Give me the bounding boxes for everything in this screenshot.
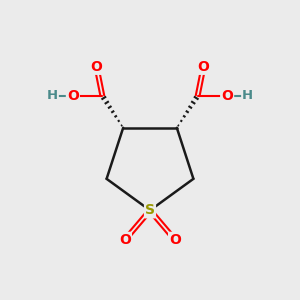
Text: O: O: [221, 89, 233, 103]
Text: O: O: [91, 60, 103, 74]
Text: O: O: [197, 60, 209, 74]
Text: S: S: [145, 203, 155, 218]
Text: H: H: [242, 89, 253, 102]
Text: O: O: [67, 89, 79, 103]
Text: H: H: [47, 89, 58, 102]
Text: O: O: [169, 233, 181, 247]
Text: O: O: [119, 233, 131, 247]
